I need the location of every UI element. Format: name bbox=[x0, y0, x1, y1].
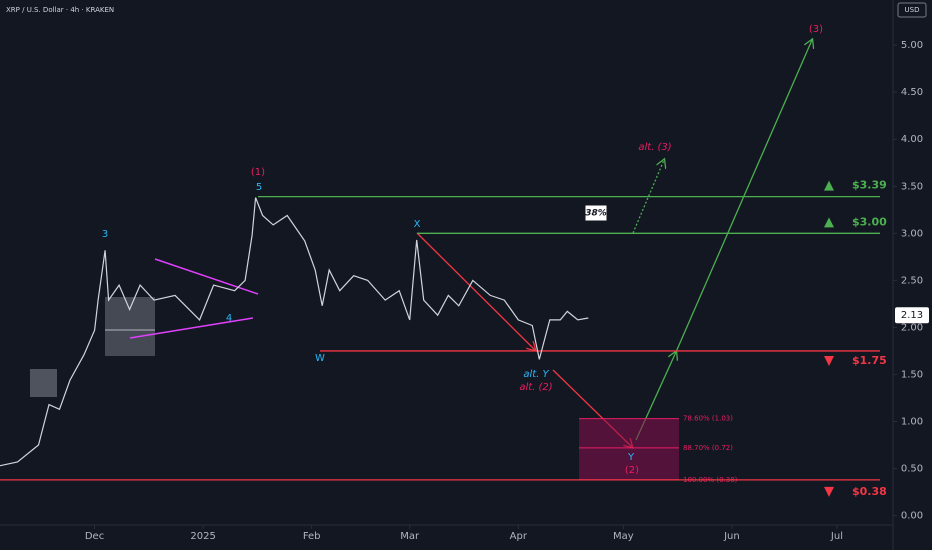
level-arrow bbox=[824, 217, 834, 228]
x-tick-label: 2025 bbox=[190, 531, 215, 542]
y-tick-label: 1.50 bbox=[901, 369, 923, 380]
x-tick-label: Dec bbox=[85, 531, 104, 542]
wave-label: 5 bbox=[256, 182, 262, 193]
triangle-line bbox=[129, 317, 254, 339]
x-tick-label: Jun bbox=[723, 531, 740, 542]
y-tick-label: 5.00 bbox=[901, 40, 923, 51]
y-tick-label: 4.00 bbox=[901, 134, 923, 145]
wave-label: Y bbox=[627, 452, 635, 463]
unit: USD bbox=[905, 6, 920, 14]
price-line bbox=[0, 197, 589, 467]
level-label: $1.75 bbox=[852, 354, 887, 367]
x-tick-label: Apr bbox=[510, 531, 528, 542]
unit-box bbox=[897, 2, 927, 18]
level-arrow bbox=[824, 180, 834, 191]
y-tick-label: 3.50 bbox=[901, 181, 923, 192]
y-tick-label: 1.00 bbox=[901, 417, 923, 428]
y-tick-label: 0.00 bbox=[901, 511, 923, 522]
wave-label: (1) bbox=[251, 167, 265, 178]
box bbox=[30, 369, 57, 397]
wave-label: (2) bbox=[625, 465, 639, 476]
last-price: 2.13 bbox=[901, 310, 923, 321]
y-tick-label: 2.50 bbox=[901, 275, 923, 286]
level-arrow bbox=[824, 486, 834, 497]
wave-label: alt. Y bbox=[523, 369, 549, 380]
level-label: $3.00 bbox=[852, 215, 887, 228]
retracement-box bbox=[584, 204, 608, 222]
y-tick-label: 0.50 bbox=[901, 464, 923, 475]
wave-label: 4 bbox=[226, 313, 232, 324]
level-arrow bbox=[824, 355, 834, 366]
x-tick-label: Jul bbox=[830, 531, 843, 542]
y-tick-label: 3.00 bbox=[901, 228, 923, 239]
level-label: $0.38 bbox=[852, 485, 887, 498]
projection bbox=[632, 160, 664, 234]
x-tick-label: Feb bbox=[303, 531, 321, 542]
box bbox=[105, 297, 155, 356]
projection bbox=[416, 232, 535, 350]
x-tick-label: Mar bbox=[400, 531, 420, 542]
wave-label: X bbox=[414, 219, 421, 230]
y-tick-label: 2.00 bbox=[901, 322, 923, 333]
chart-title: XRP / U.S. Dollar · 4h · KRAKEN bbox=[6, 6, 114, 14]
fib-zone bbox=[579, 418, 679, 480]
triangle-line bbox=[154, 258, 259, 295]
y-tick-label: 4.50 bbox=[901, 87, 923, 98]
retracement: 38% bbox=[585, 209, 607, 219]
fib-label: 78.60% (1.03) bbox=[683, 415, 733, 423]
wave-label: (3) bbox=[809, 24, 823, 35]
wave-label: alt. (2) bbox=[519, 382, 552, 393]
level-label: $3.39 bbox=[852, 179, 887, 192]
wave-label: alt. (3) bbox=[638, 142, 671, 153]
last-price-box bbox=[895, 307, 929, 324]
fib-label: 88.70% (0.72) bbox=[683, 444, 733, 452]
wave-label: W bbox=[315, 353, 325, 364]
wave-label: 3 bbox=[102, 229, 108, 240]
x-tick-label: May bbox=[613, 531, 634, 542]
